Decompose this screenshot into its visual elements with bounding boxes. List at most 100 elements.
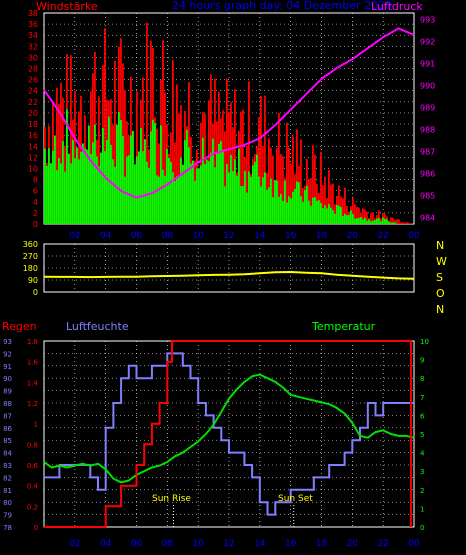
wind-avg-bar xyxy=(292,191,294,224)
temperature-y-tick-label: 9 xyxy=(420,357,424,365)
wind-y-tick-label: 16 xyxy=(28,131,38,140)
wind-y-tick-label: 14 xyxy=(28,142,38,151)
wind-avg-bar xyxy=(312,197,314,224)
direction-line xyxy=(43,270,415,280)
wind-gust-bar xyxy=(396,219,398,224)
wind-gust-bar xyxy=(258,117,260,224)
wind-gust-bar xyxy=(272,155,274,224)
wind-gust-bar xyxy=(338,185,340,224)
wind-avg-bar xyxy=(280,193,282,224)
wind-gust-bar xyxy=(292,136,294,224)
wind-avg-bar xyxy=(250,176,252,224)
wind-avg-bar xyxy=(360,217,362,224)
wind-gust-bar xyxy=(228,112,230,224)
wind-avg-bar xyxy=(92,142,94,224)
wind-avg-bar xyxy=(282,200,284,224)
wind-avg-bar xyxy=(130,135,132,224)
wind-avg-bar xyxy=(228,172,230,224)
wind-gust-bar xyxy=(400,222,402,224)
wind-avg-bar xyxy=(254,161,256,224)
wind-avg-bar xyxy=(394,222,396,224)
direction-y-tick-label: 180 xyxy=(23,264,38,273)
wind-avg-bar xyxy=(354,218,356,224)
wind-avg-bar xyxy=(182,164,184,224)
humidity-y-tick-label: 82 xyxy=(3,474,12,482)
wind-gust-bar xyxy=(366,211,368,224)
temperature-y-tick-label: 4 xyxy=(420,450,425,458)
wind-avg-bar xyxy=(366,220,368,224)
wind-avg-bar xyxy=(334,213,336,224)
wind-avg-bar xyxy=(218,143,220,224)
wind-avg-bar xyxy=(232,171,234,224)
direction-y-tick-label: 360 xyxy=(23,240,38,249)
temperature-y-tick-label: 5 xyxy=(420,431,424,439)
pressure-y-tick-label: 989 xyxy=(420,104,435,113)
wind-avg-bar xyxy=(156,175,158,224)
wind-y-tick-label: 24 xyxy=(28,87,38,96)
wind-x-tick-label: 16 xyxy=(285,231,297,241)
wind-avg-bar xyxy=(58,157,60,224)
wind-avg-bar xyxy=(214,167,216,224)
wind-avg-bar xyxy=(328,204,330,224)
wind-x-tick-label: 12 xyxy=(223,231,234,241)
wind-gust-bar xyxy=(370,213,372,224)
wind-y-tick-label: 6 xyxy=(33,187,38,196)
wind-avg-bar xyxy=(240,186,242,224)
wind-avg-bar xyxy=(332,210,334,224)
wind-avg-bar xyxy=(134,164,136,224)
wind-avg-bar xyxy=(222,149,224,224)
wind-gust-bar xyxy=(408,222,410,224)
wind-avg-bar xyxy=(138,151,140,224)
direction-label-w: W xyxy=(436,255,447,268)
wind-gust-bar xyxy=(346,206,348,224)
wind-avg-bar xyxy=(50,163,52,224)
wind-y-tick-label: 22 xyxy=(28,98,38,107)
wind-y-tick-label: 36 xyxy=(28,20,38,29)
bottom-x-tick-label: 04 xyxy=(100,539,112,549)
wind-gust-bar xyxy=(372,211,374,224)
wind-x-tick-label: 06 xyxy=(131,231,143,241)
wind-avg-bar xyxy=(378,217,380,224)
wind-avg-bar xyxy=(152,119,154,224)
wind-avg-bar xyxy=(202,137,204,224)
rain-y-tick-label: 0.6 xyxy=(27,462,39,470)
wind-avg-bar xyxy=(60,163,62,224)
wind-avg-bar xyxy=(174,180,176,224)
wind-y-tick-label: 2 xyxy=(33,209,38,218)
wind-gust-bar xyxy=(404,222,406,224)
wind-avg-bar xyxy=(316,200,318,224)
wind-avg-bar xyxy=(198,168,200,224)
wind-avg-bar xyxy=(238,148,240,224)
humidity-y-tick-label: 79 xyxy=(3,512,12,520)
wind-gust-bar xyxy=(328,169,330,224)
wind-gust-bar xyxy=(264,95,266,224)
wind-avg-bar xyxy=(376,218,378,224)
wind-gust-bar xyxy=(114,60,116,225)
wind-avg-bar xyxy=(206,159,208,224)
wind-avg-bar xyxy=(390,222,392,224)
wind-avg-bar xyxy=(132,130,134,224)
wind-gust-bar xyxy=(278,112,280,224)
wind-avg-bar xyxy=(310,205,312,224)
wind-gust-bar xyxy=(310,177,312,224)
pressure-y-tick-label: 991 xyxy=(420,60,435,69)
wind-avg-bar xyxy=(242,185,244,224)
wind-avg-bar xyxy=(110,144,112,224)
wind-avg-bar xyxy=(120,119,122,224)
wind-avg-bar xyxy=(48,148,50,224)
wind-avg-bar xyxy=(284,180,286,224)
wind-avg-bar xyxy=(236,175,238,224)
wind-x-tick-label: 04 xyxy=(100,231,112,241)
rain-line xyxy=(44,340,412,528)
wind-avg-bar xyxy=(288,196,290,224)
wind-y-tick-label: 4 xyxy=(33,198,38,207)
wind-avg-bar xyxy=(112,159,114,224)
wind-avg-bar xyxy=(386,219,388,224)
rain-y-tick-label: 1.8 xyxy=(27,338,38,346)
wind-avg-bar xyxy=(188,147,190,224)
wind-avg-bar xyxy=(266,189,268,224)
wind-gust-bar xyxy=(124,90,126,224)
humidity-y-tick-label: 89 xyxy=(3,388,12,396)
humidity-y-tick-label: 85 xyxy=(3,437,12,445)
